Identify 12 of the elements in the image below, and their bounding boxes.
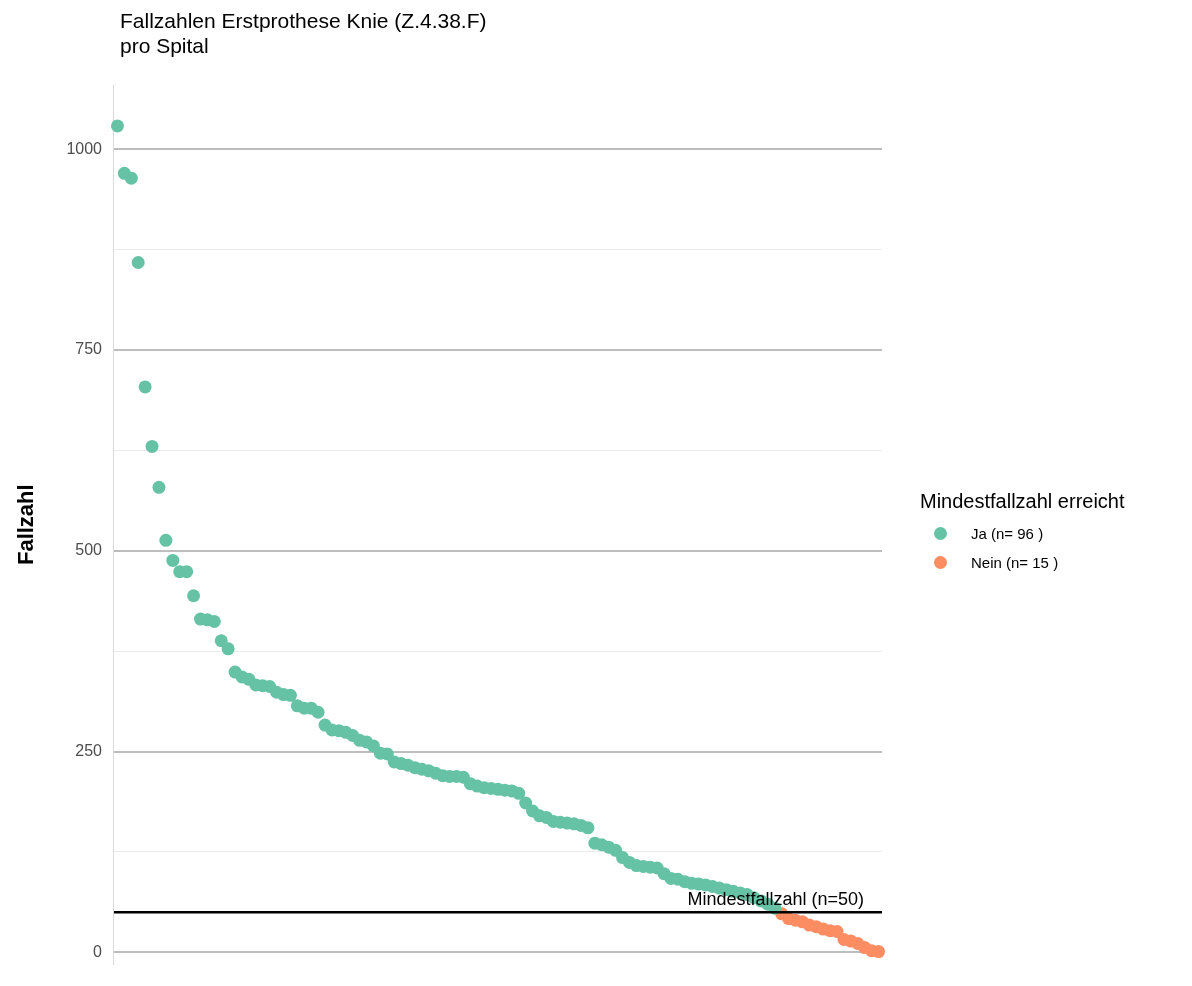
chart-title: Fallzahlen Erstprothese Knie (Z.4.38.F) xyxy=(120,8,487,33)
y-tick-label: 0 xyxy=(93,942,103,960)
point xyxy=(872,945,886,959)
legend-label: Ja (n= 96 ) xyxy=(971,525,1044,542)
y-tick-label: 750 xyxy=(75,340,103,358)
y-tick-label: 250 xyxy=(75,741,103,759)
y-tick-label: 1000 xyxy=(66,139,103,157)
legend-title: Mindestfallzahl erreicht xyxy=(920,490,1125,513)
legend-label: Nein (n= 15 ) xyxy=(971,554,1059,571)
y-axis-title: Fallzahl xyxy=(13,484,39,566)
y-tick-label: 500 xyxy=(75,541,103,559)
chart-subtitle: pro Spital xyxy=(120,33,210,58)
